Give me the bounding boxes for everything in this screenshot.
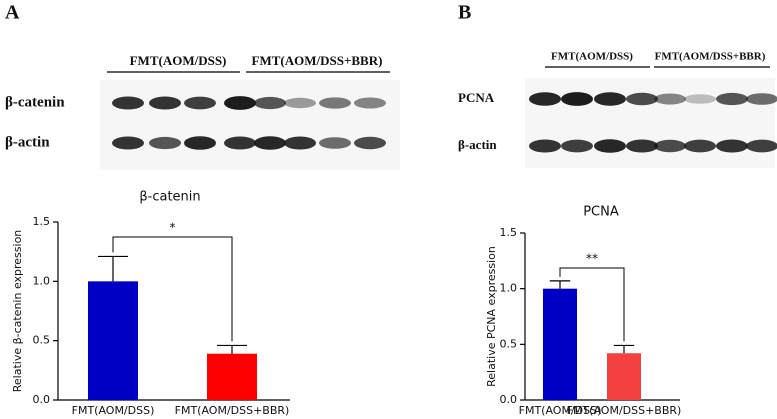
y-axis-label: Relative PCNA expression bbox=[485, 246, 498, 387]
blot-band bbox=[529, 139, 561, 153]
blot-band bbox=[112, 136, 144, 150]
bar bbox=[543, 288, 577, 400]
x-tick-label: FMT(AOM/DSS) bbox=[72, 404, 155, 417]
y-tick-label: 0.5 bbox=[500, 337, 518, 350]
blot-band bbox=[112, 96, 144, 110]
significance-label: ** bbox=[586, 252, 598, 266]
y-tick-label: 1.0 bbox=[33, 274, 51, 287]
group-label: FMT(AOM/DSS) bbox=[551, 51, 633, 63]
y-tick-label: 0.0 bbox=[33, 393, 51, 406]
blot-band bbox=[561, 139, 593, 153]
significance-bracket bbox=[112, 236, 233, 342]
row-label: β-catenin bbox=[5, 94, 65, 110]
row-label: β-actin bbox=[458, 137, 497, 152]
blot-band bbox=[284, 97, 316, 109]
chart-title: β-catenin bbox=[139, 190, 200, 205]
chart-title: PCNA bbox=[583, 205, 619, 220]
blot-band bbox=[224, 96, 256, 110]
blot-band bbox=[716, 92, 748, 106]
bar bbox=[88, 281, 138, 400]
significance-bracket bbox=[559, 267, 625, 342]
blot-band bbox=[684, 94, 716, 104]
blot-band bbox=[184, 96, 216, 110]
x-tick-label: FMT(AOM/DSS) bbox=[519, 404, 602, 417]
y-tick-label: 0.5 bbox=[33, 334, 51, 347]
blot-band bbox=[319, 137, 351, 149]
group-label: FMT(AOM/DSS+BBR) bbox=[655, 51, 766, 63]
y-axis-label: Relative β-catenin expression bbox=[11, 230, 24, 393]
x-tick-label: FMT(AOM/DSS+BBR) bbox=[567, 404, 682, 417]
blot-band bbox=[626, 139, 658, 153]
blot-band bbox=[224, 136, 256, 150]
significance-label: * bbox=[170, 221, 176, 235]
blot-band bbox=[319, 97, 351, 109]
blot-band bbox=[149, 136, 181, 150]
group-label: FMT(AOM/DSS) bbox=[130, 53, 227, 68]
blot-band bbox=[254, 136, 286, 150]
blot-band bbox=[716, 139, 748, 153]
y-tick-label: 1.5 bbox=[500, 226, 518, 239]
blot-band bbox=[594, 92, 626, 106]
blot-band bbox=[284, 136, 316, 150]
blot-band bbox=[184, 136, 216, 150]
x-tick-label: FMT(AOM/DSS+BBR) bbox=[175, 404, 290, 417]
blot-background bbox=[525, 78, 775, 168]
blot-background bbox=[100, 80, 400, 170]
panel-label: A bbox=[5, 2, 20, 24]
row-label: PCNA bbox=[458, 90, 495, 105]
y-tick-label: 1.0 bbox=[500, 282, 518, 295]
y-tick-label: 0.0 bbox=[500, 393, 518, 406]
bar bbox=[207, 353, 257, 400]
blot-band bbox=[529, 92, 561, 106]
panel-label: B bbox=[458, 2, 471, 24]
blot-band bbox=[354, 97, 386, 109]
row-label: β-actin bbox=[5, 134, 50, 150]
blot-band bbox=[254, 96, 286, 110]
blot-band bbox=[149, 96, 181, 110]
blot-band bbox=[684, 139, 716, 153]
blot-band bbox=[626, 92, 658, 106]
group-label: FMT(AOM/DSS+BBR) bbox=[252, 53, 383, 68]
y-tick-label: 1.5 bbox=[33, 215, 51, 228]
blot-band bbox=[561, 92, 593, 106]
blot-band bbox=[746, 93, 777, 105]
blot-band bbox=[654, 93, 686, 105]
blot-band bbox=[746, 139, 777, 153]
bar bbox=[607, 353, 641, 400]
blot-band bbox=[654, 139, 686, 153]
blot-band bbox=[354, 136, 386, 150]
blot-band bbox=[594, 139, 626, 153]
